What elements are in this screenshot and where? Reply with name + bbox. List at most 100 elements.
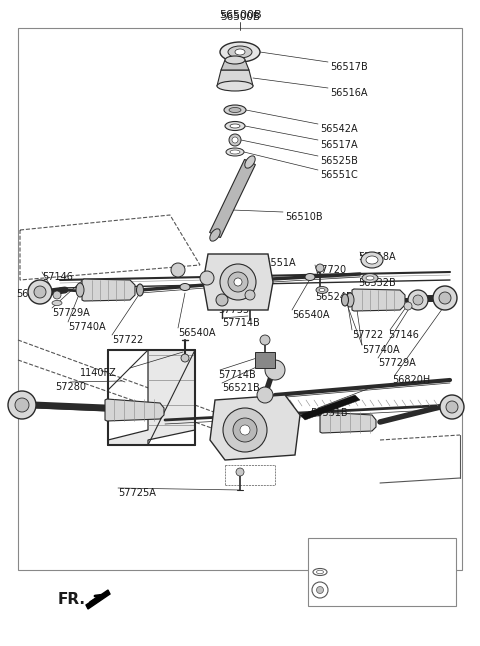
Text: FR.: FR. bbox=[58, 592, 86, 607]
Ellipse shape bbox=[217, 81, 253, 91]
Text: 53371C: 53371C bbox=[374, 590, 412, 600]
Circle shape bbox=[408, 290, 428, 310]
Circle shape bbox=[440, 395, 464, 419]
Circle shape bbox=[257, 387, 273, 403]
Circle shape bbox=[34, 286, 46, 298]
Polygon shape bbox=[221, 60, 249, 70]
Polygon shape bbox=[217, 70, 253, 86]
Ellipse shape bbox=[366, 256, 378, 264]
Text: 57740A: 57740A bbox=[362, 345, 400, 355]
Text: 57729A: 57729A bbox=[378, 358, 416, 368]
Circle shape bbox=[260, 335, 270, 345]
Ellipse shape bbox=[225, 56, 245, 64]
Ellipse shape bbox=[225, 121, 245, 130]
Text: 57146: 57146 bbox=[388, 330, 419, 340]
Text: 56517A: 56517A bbox=[320, 140, 358, 150]
Text: 56500B: 56500B bbox=[219, 10, 261, 20]
Circle shape bbox=[233, 418, 257, 442]
Circle shape bbox=[216, 294, 228, 306]
Text: 57722: 57722 bbox=[352, 330, 383, 340]
Text: 57753: 57753 bbox=[218, 305, 249, 315]
Polygon shape bbox=[320, 412, 376, 433]
Text: 57714B: 57714B bbox=[222, 318, 260, 328]
Text: 57722: 57722 bbox=[112, 335, 143, 345]
Text: 56551C: 56551C bbox=[320, 170, 358, 180]
Circle shape bbox=[200, 271, 214, 285]
Text: 57714B: 57714B bbox=[218, 370, 256, 380]
Text: 57729A: 57729A bbox=[52, 308, 90, 318]
Text: 1430AK: 1430AK bbox=[374, 554, 411, 564]
Ellipse shape bbox=[229, 107, 241, 112]
Ellipse shape bbox=[228, 46, 252, 58]
Circle shape bbox=[232, 137, 238, 143]
Ellipse shape bbox=[52, 300, 62, 306]
Text: 56540A: 56540A bbox=[292, 310, 329, 320]
Ellipse shape bbox=[226, 148, 244, 156]
Polygon shape bbox=[300, 395, 360, 420]
Text: 56516A: 56516A bbox=[330, 88, 368, 98]
Polygon shape bbox=[210, 160, 255, 238]
Bar bbox=[18, 28, 462, 570]
Ellipse shape bbox=[180, 284, 190, 291]
Circle shape bbox=[15, 398, 29, 412]
Ellipse shape bbox=[319, 289, 325, 291]
Bar bbox=[308, 538, 456, 606]
Text: 56525B: 56525B bbox=[320, 156, 358, 166]
Polygon shape bbox=[210, 395, 300, 460]
Text: 56510B: 56510B bbox=[285, 212, 323, 222]
Ellipse shape bbox=[245, 156, 255, 168]
Circle shape bbox=[8, 391, 36, 419]
Ellipse shape bbox=[305, 273, 315, 280]
Polygon shape bbox=[108, 350, 195, 445]
Circle shape bbox=[265, 360, 285, 380]
Circle shape bbox=[228, 272, 248, 292]
Circle shape bbox=[433, 286, 457, 310]
Polygon shape bbox=[352, 289, 405, 311]
Polygon shape bbox=[255, 352, 275, 368]
Text: 1140FZ: 1140FZ bbox=[80, 368, 117, 378]
Circle shape bbox=[28, 280, 52, 304]
Text: 57146: 57146 bbox=[42, 272, 73, 282]
Ellipse shape bbox=[224, 105, 246, 115]
Circle shape bbox=[312, 582, 328, 598]
Ellipse shape bbox=[220, 42, 260, 62]
Ellipse shape bbox=[362, 273, 378, 282]
Polygon shape bbox=[203, 254, 273, 310]
Polygon shape bbox=[86, 590, 110, 609]
Circle shape bbox=[316, 264, 324, 272]
Ellipse shape bbox=[210, 229, 220, 241]
Circle shape bbox=[446, 401, 458, 413]
Text: 56517B: 56517B bbox=[330, 62, 368, 72]
Circle shape bbox=[240, 425, 250, 435]
Text: 56532B: 56532B bbox=[358, 278, 396, 288]
Circle shape bbox=[229, 134, 241, 146]
Circle shape bbox=[404, 302, 412, 310]
Text: 53725: 53725 bbox=[374, 572, 405, 582]
Text: 56820J: 56820J bbox=[16, 289, 50, 299]
Text: 56542A: 56542A bbox=[320, 124, 358, 134]
Circle shape bbox=[234, 278, 242, 286]
Ellipse shape bbox=[230, 124, 240, 128]
Ellipse shape bbox=[76, 283, 84, 297]
Circle shape bbox=[220, 264, 256, 300]
Text: 57740A: 57740A bbox=[68, 322, 106, 332]
Text: 57720: 57720 bbox=[315, 265, 346, 275]
Text: 56540A: 56540A bbox=[178, 328, 216, 338]
Ellipse shape bbox=[366, 276, 374, 280]
Ellipse shape bbox=[316, 570, 324, 574]
Text: 56524B: 56524B bbox=[315, 292, 353, 302]
Ellipse shape bbox=[346, 293, 354, 307]
Text: 57725A: 57725A bbox=[118, 488, 156, 498]
Ellipse shape bbox=[316, 286, 328, 293]
Circle shape bbox=[171, 263, 185, 277]
Ellipse shape bbox=[136, 284, 144, 296]
Polygon shape bbox=[82, 279, 135, 301]
Ellipse shape bbox=[235, 49, 245, 55]
Circle shape bbox=[439, 292, 451, 304]
Ellipse shape bbox=[313, 568, 327, 576]
Text: 56820H: 56820H bbox=[392, 375, 430, 385]
Text: 56500B: 56500B bbox=[220, 12, 260, 22]
Polygon shape bbox=[105, 399, 164, 421]
Circle shape bbox=[181, 354, 189, 362]
Ellipse shape bbox=[341, 294, 348, 306]
